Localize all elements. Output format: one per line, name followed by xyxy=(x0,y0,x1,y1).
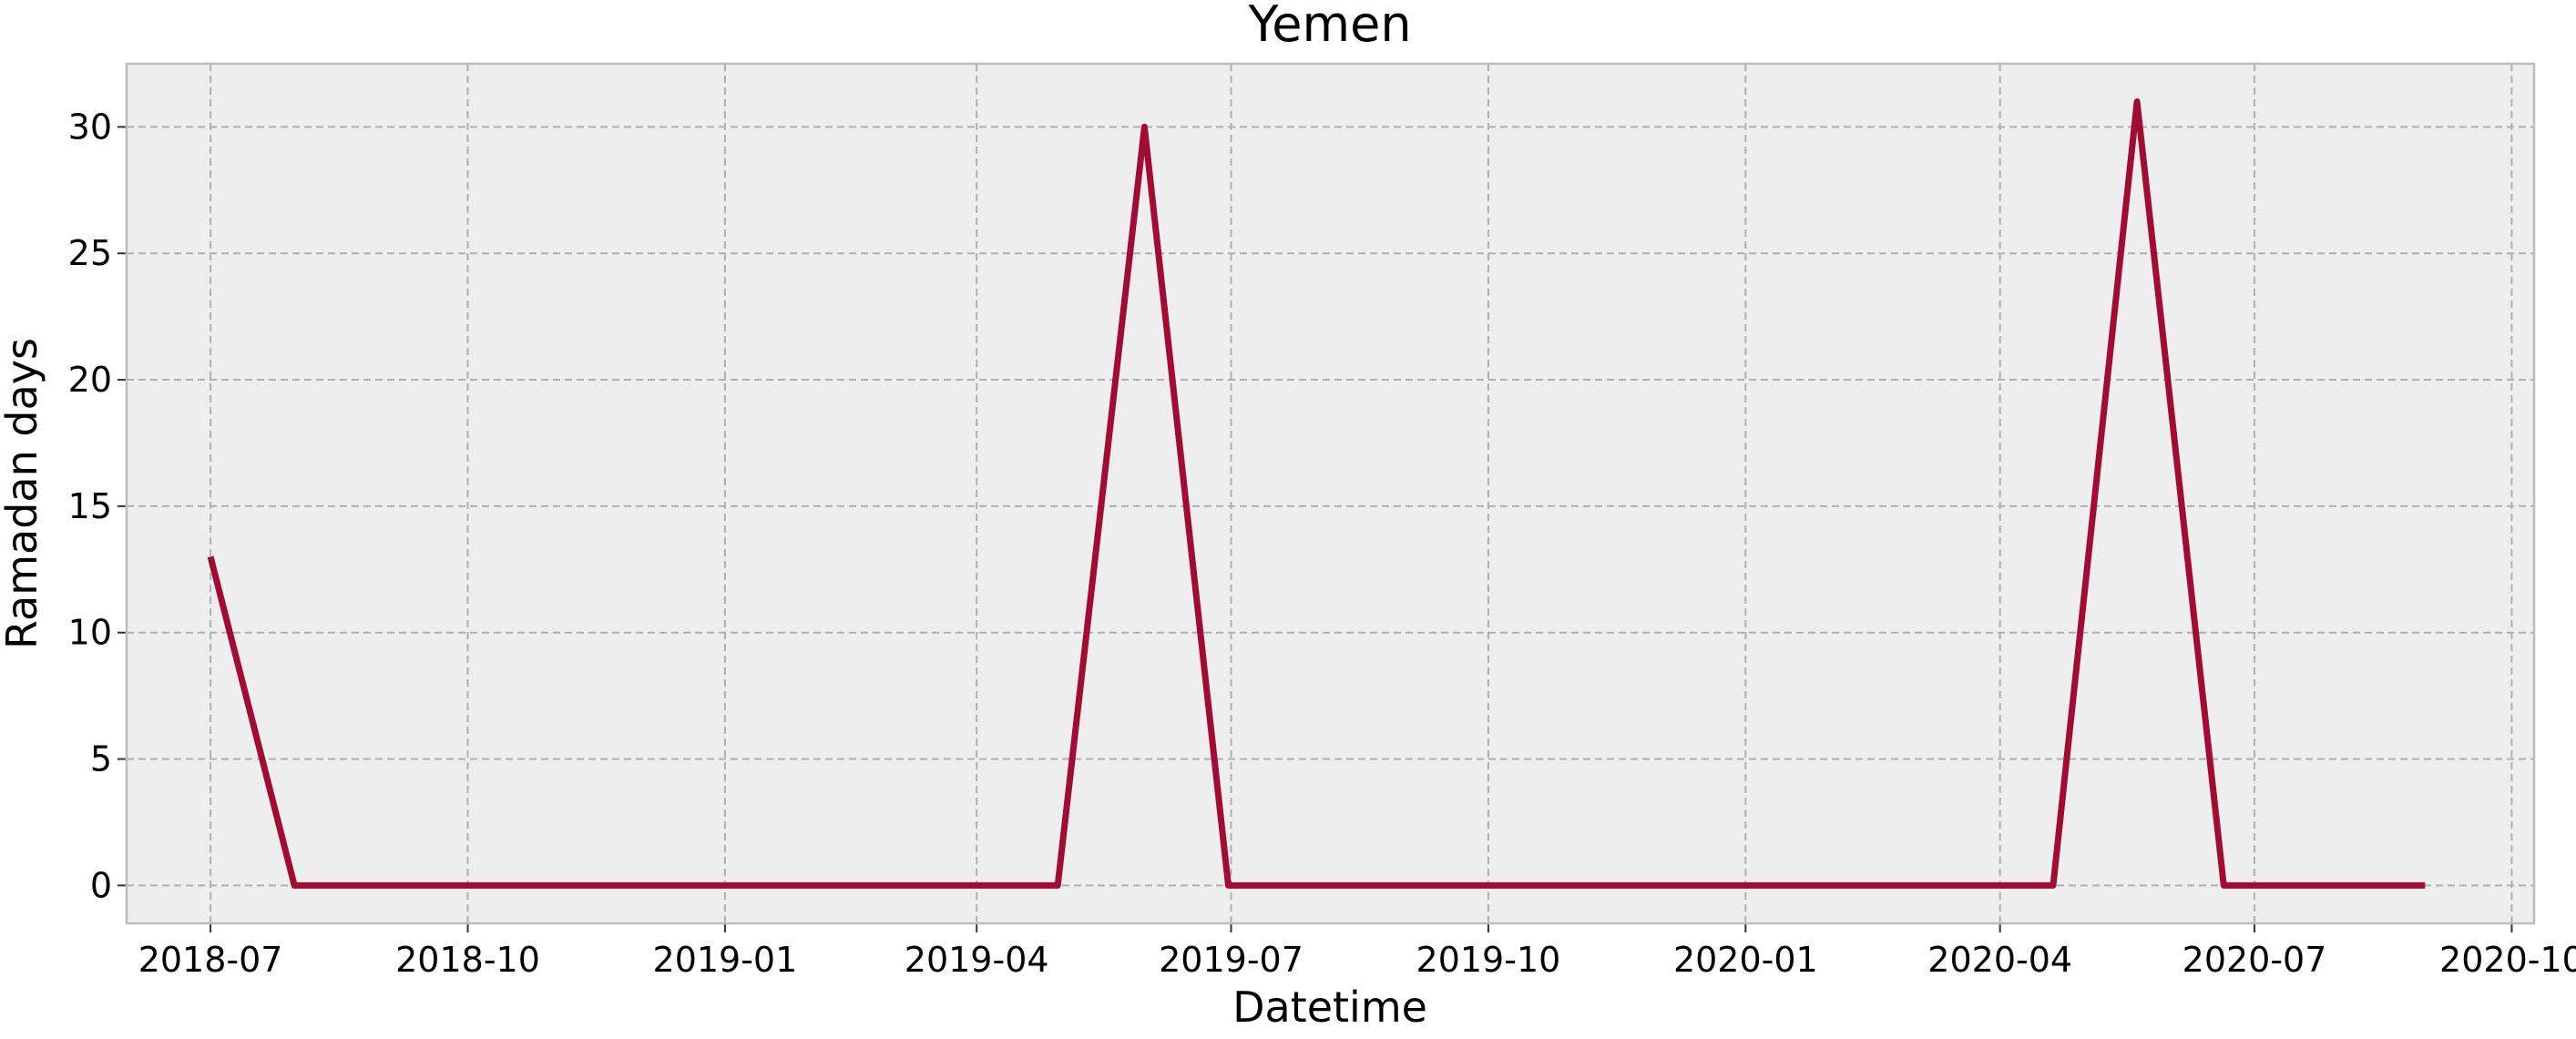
x-tick-label: 2019-10 xyxy=(1416,940,1561,980)
plot-area xyxy=(127,64,2534,923)
chart-title: Yemen xyxy=(1247,0,1411,53)
grid xyxy=(127,64,2534,923)
ticks: 2018-07 2018-10 2019-01 2019-04 2019-07 2019-… xyxy=(68,107,2576,980)
series-layer xyxy=(207,98,2426,889)
x-tick-label: 2018-07 xyxy=(138,940,283,980)
x-axis-label: Datetime xyxy=(1232,983,1427,1032)
y-tick-label: 30 xyxy=(68,107,112,147)
y-tick-label: 15 xyxy=(68,486,112,526)
x-tick-label: 2019-04 xyxy=(905,940,1049,980)
x-tick-label: 2018-10 xyxy=(395,940,540,980)
x-tick-label: 2020-10 xyxy=(2439,940,2576,980)
y-tick-label: 10 xyxy=(68,613,112,653)
series-line xyxy=(207,98,2426,889)
x-tick-label: 2019-01 xyxy=(653,940,798,980)
y-tick-label: 20 xyxy=(68,360,112,400)
y-tick-label: 5 xyxy=(90,739,112,779)
y-tick-label: 25 xyxy=(68,233,112,273)
plot-frame xyxy=(125,62,2536,925)
x-tick-label: 2019-07 xyxy=(1159,940,1303,980)
y-tick-label: 0 xyxy=(90,865,112,905)
y-axis-label: Ramadan days xyxy=(0,338,46,649)
x-tick-label: 2020-07 xyxy=(2182,940,2327,980)
x-tick-label: 2020-04 xyxy=(1927,940,2072,980)
x-tick-label: 2020-01 xyxy=(1673,940,1818,980)
